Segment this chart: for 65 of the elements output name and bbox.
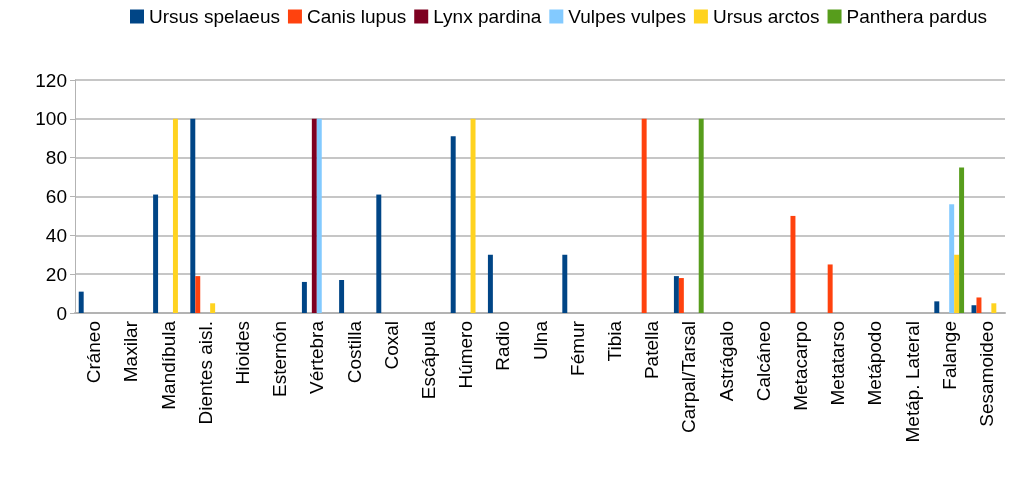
legend-label: Lynx pardina	[433, 6, 542, 27]
x-tick-label: Hioides	[231, 321, 253, 385]
bar	[311, 118, 317, 313]
y-tick-label: 120	[35, 69, 67, 91]
bar	[78, 291, 84, 313]
y-tick-label: 0	[56, 302, 67, 324]
bar	[673, 276, 679, 313]
bar	[450, 136, 456, 313]
x-tick-label: Húmero	[455, 321, 477, 389]
y-tick-label: 20	[45, 263, 67, 285]
bar	[949, 204, 955, 313]
bar	[210, 303, 216, 313]
x-tick-label: Calcáneo	[752, 321, 774, 402]
legend-label: Canis lupus	[306, 6, 407, 27]
bar	[976, 297, 982, 313]
bar	[678, 278, 684, 313]
bar	[487, 254, 493, 313]
legend-label: Ursus arctos	[712, 6, 820, 27]
bar	[339, 279, 345, 313]
bar	[316, 118, 322, 313]
bar	[991, 303, 997, 313]
bar	[301, 281, 307, 313]
x-tick-label: Metáp. Lateral	[901, 321, 923, 443]
x-tick-label: Astrágalo	[715, 321, 737, 402]
y-tick-label: 60	[45, 186, 67, 207]
x-tick-label: Metacarpo	[789, 321, 811, 411]
x-tick-label: Metápodo	[864, 321, 886, 406]
x-tick-label: Radio	[492, 321, 514, 371]
x-tick-label: Falange	[938, 321, 960, 390]
legend-label: Vulpes vulpes	[568, 6, 686, 27]
bar	[470, 118, 476, 313]
bar	[959, 167, 965, 313]
bar	[195, 276, 201, 313]
x-tick-label: Maxilar	[120, 320, 142, 383]
y-tick-label: 40	[45, 224, 67, 246]
x-tick-label: Metatarso	[827, 321, 849, 406]
bar	[376, 194, 382, 313]
x-tick-label: Coxal	[380, 321, 402, 370]
y-tick-label: 80	[45, 147, 67, 169]
x-tick-label: Costilla	[343, 320, 365, 384]
y-tick-label: 100	[35, 108, 67, 130]
bar	[190, 118, 196, 313]
bar	[641, 118, 647, 313]
x-tick-label: Ulna	[529, 320, 551, 361]
bar	[153, 194, 159, 313]
bar	[827, 264, 833, 313]
x-tick-label: Tibia	[603, 320, 625, 362]
x-tick-label: Carpal/Tarsal	[678, 321, 700, 433]
x-tick-label: Patella	[641, 320, 663, 380]
x-tick-label: Fémur	[566, 320, 588, 376]
bar	[934, 301, 940, 313]
x-tick-label: Mandíbula	[157, 320, 179, 410]
bar	[790, 215, 796, 313]
x-tick-label: Vértebra	[306, 320, 328, 394]
x-tick-label: Cráneo	[83, 321, 105, 384]
legend-label: Panthera pardus	[846, 6, 988, 27]
x-tick-label: Esternón	[269, 321, 291, 398]
legend-label: Ursus spelaeus	[149, 6, 280, 27]
x-tick-label: Dientes aisl.	[194, 321, 216, 425]
bar	[562, 254, 568, 313]
x-tick-label: Escápula	[417, 320, 439, 400]
bar	[954, 254, 960, 313]
bar	[698, 118, 704, 313]
bar	[172, 118, 178, 313]
x-tick-label: Sesamoideo	[975, 321, 997, 427]
